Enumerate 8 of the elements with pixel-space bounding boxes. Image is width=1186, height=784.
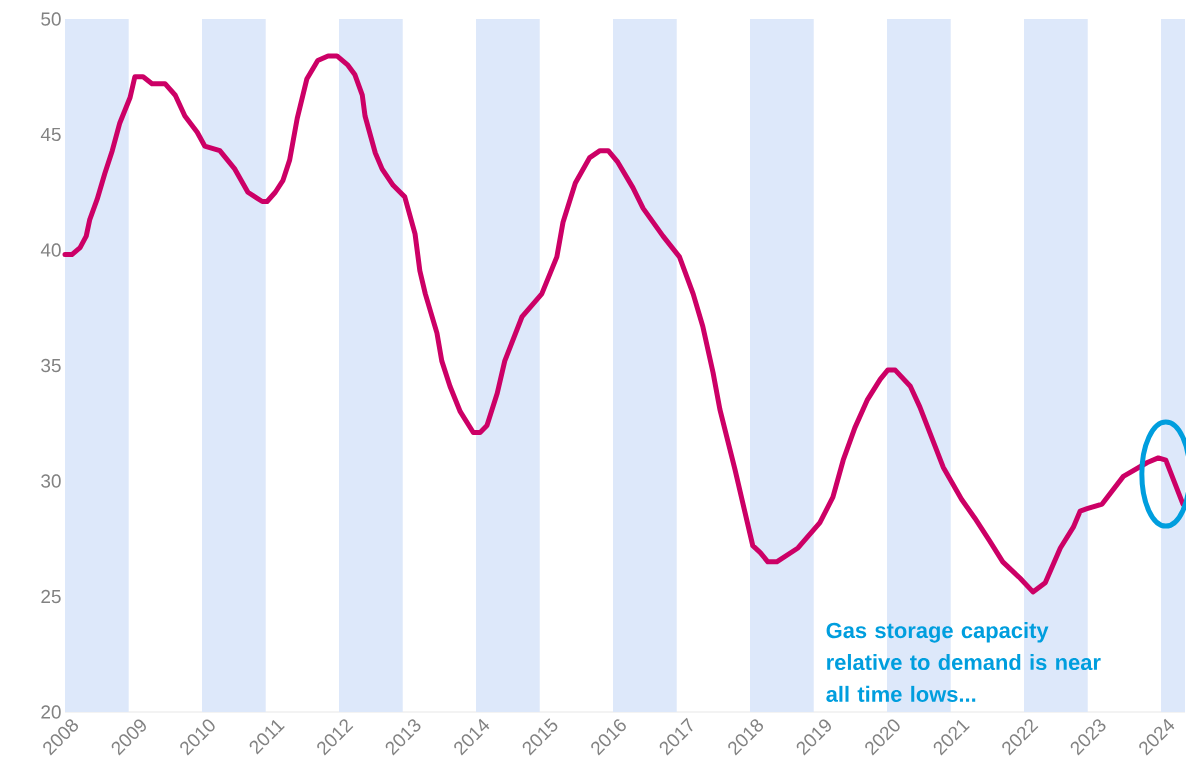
y-tick-label: 40 <box>40 243 61 257</box>
y-tick-label: 45 <box>40 127 61 142</box>
y-tick-label: 35 <box>41 358 61 373</box>
y-tick-label: 20 <box>41 705 61 719</box>
y-tick-label: 50 <box>41 12 61 26</box>
annotation: Gas storage capacity relative to demand is near all time lows... <box>826 622 1101 702</box>
y-tick-label: 30 <box>41 474 61 488</box>
y-tick-label: 25 <box>41 589 61 604</box>
